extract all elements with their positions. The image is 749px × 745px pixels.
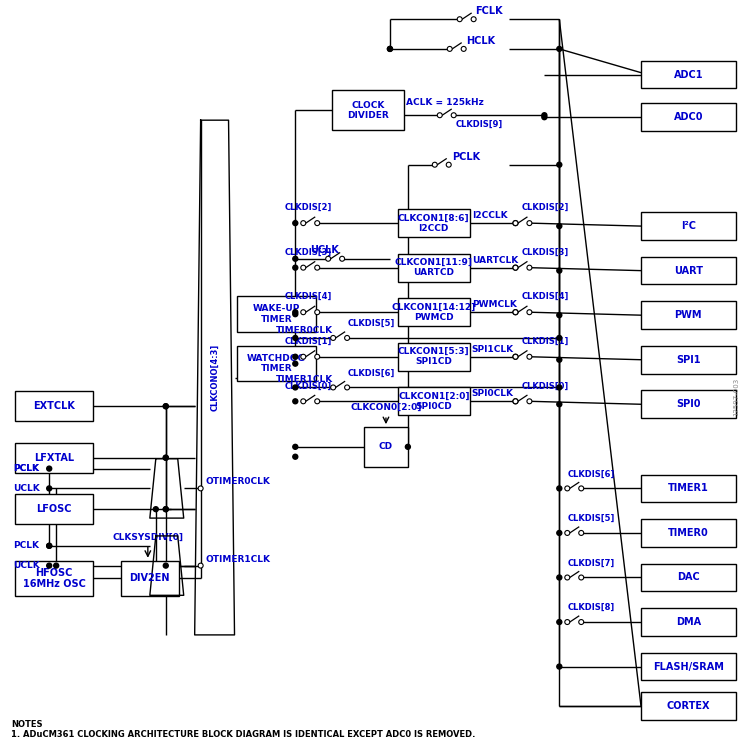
Circle shape: [326, 256, 330, 261]
Circle shape: [293, 454, 298, 459]
Circle shape: [198, 486, 203, 491]
Circle shape: [557, 575, 562, 580]
Circle shape: [527, 399, 532, 404]
Text: CLKDIS[5]: CLKDIS[5]: [348, 319, 395, 328]
Circle shape: [293, 399, 298, 404]
Circle shape: [565, 530, 570, 536]
Circle shape: [513, 265, 518, 270]
Circle shape: [432, 162, 437, 167]
Text: ADC0: ADC0: [673, 112, 703, 122]
Bar: [332, 90, 404, 130]
Text: UART: UART: [674, 266, 703, 276]
Text: SPI1CLK: SPI1CLK: [472, 345, 514, 354]
Bar: [641, 301, 736, 329]
Circle shape: [557, 46, 562, 51]
Circle shape: [542, 112, 547, 118]
Text: I2CCLK: I2CCLK: [472, 211, 507, 221]
Circle shape: [451, 112, 456, 118]
Circle shape: [293, 335, 298, 340]
Circle shape: [46, 543, 52, 548]
Circle shape: [315, 355, 320, 359]
Text: HCLK: HCLK: [466, 36, 495, 46]
Circle shape: [163, 404, 169, 409]
Text: UCLK: UCLK: [13, 561, 40, 570]
Text: DIV2EN: DIV2EN: [130, 574, 170, 583]
Circle shape: [557, 358, 562, 362]
Bar: [237, 297, 316, 332]
Text: CORTEX: CORTEX: [667, 701, 710, 711]
Text: CLKDIS[6]: CLKDIS[6]: [567, 469, 615, 478]
Text: CD: CD: [379, 443, 393, 451]
Text: PCLK: PCLK: [13, 464, 40, 473]
Text: TIMER1CLK: TIMER1CLK: [276, 375, 333, 384]
Circle shape: [557, 335, 562, 340]
Circle shape: [46, 543, 52, 548]
Text: PCLK: PCLK: [452, 152, 480, 162]
Bar: [641, 608, 736, 636]
Circle shape: [293, 444, 298, 449]
Circle shape: [315, 399, 320, 404]
Bar: [641, 564, 736, 592]
Text: CLKDIS[4]: CLKDIS[4]: [285, 292, 332, 301]
Circle shape: [513, 399, 518, 404]
Text: CLKCON1[14:12]
PWMCD: CLKCON1[14:12] PWMCD: [392, 302, 476, 322]
Circle shape: [301, 310, 306, 314]
Circle shape: [513, 221, 518, 226]
Circle shape: [513, 221, 518, 226]
Bar: [641, 61, 736, 89]
Circle shape: [163, 455, 169, 460]
Circle shape: [557, 620, 562, 624]
Circle shape: [579, 486, 583, 491]
Circle shape: [301, 355, 306, 359]
Circle shape: [557, 162, 562, 167]
Bar: [641, 212, 736, 240]
Bar: [15, 495, 93, 524]
Text: LFOSC: LFOSC: [37, 504, 72, 514]
Circle shape: [345, 385, 350, 390]
Bar: [641, 257, 736, 285]
Circle shape: [557, 530, 562, 536]
Text: CLKDIS[2]: CLKDIS[2]: [285, 203, 332, 212]
Circle shape: [387, 46, 392, 51]
Circle shape: [301, 221, 306, 226]
Bar: [641, 475, 736, 502]
Circle shape: [565, 575, 570, 580]
Text: CLKCON1[8:6]
I2CCD: CLKCON1[8:6] I2CCD: [398, 213, 470, 233]
Circle shape: [461, 46, 466, 51]
Circle shape: [557, 313, 562, 317]
Text: FLASH/SRAM: FLASH/SRAM: [653, 662, 724, 671]
Text: CLKDIS[1]: CLKDIS[1]: [521, 337, 568, 346]
Circle shape: [293, 310, 298, 314]
Text: TIMER0: TIMER0: [668, 528, 709, 538]
Bar: [237, 346, 316, 381]
Circle shape: [447, 46, 452, 51]
Circle shape: [387, 46, 392, 51]
Text: CLKDIS[4]: CLKDIS[4]: [521, 292, 568, 301]
Bar: [641, 390, 736, 418]
Circle shape: [163, 404, 169, 409]
Text: PCLK: PCLK: [13, 464, 40, 473]
Circle shape: [198, 563, 203, 568]
Text: LFXTAL: LFXTAL: [34, 453, 74, 463]
Circle shape: [527, 265, 532, 270]
Circle shape: [457, 16, 462, 22]
Circle shape: [315, 265, 320, 270]
Bar: [15, 391, 93, 421]
Bar: [398, 387, 470, 415]
Text: DMA: DMA: [676, 617, 701, 627]
Circle shape: [315, 310, 320, 314]
Circle shape: [437, 112, 442, 118]
Bar: [641, 104, 736, 131]
Circle shape: [345, 335, 350, 340]
Circle shape: [293, 361, 298, 366]
Text: PCLK: PCLK: [13, 542, 40, 551]
Circle shape: [293, 385, 298, 390]
Bar: [121, 561, 179, 596]
Text: CLKCON1[2:0]
SPI0CD: CLKCON1[2:0] SPI0CD: [398, 392, 470, 411]
Circle shape: [293, 256, 298, 261]
Text: CLKDIS[7]: CLKDIS[7]: [567, 559, 614, 568]
Circle shape: [330, 385, 336, 390]
Circle shape: [46, 466, 52, 471]
Text: CLKDIS[9]: CLKDIS[9]: [455, 120, 503, 129]
Text: CLKCON0[2:0]: CLKCON0[2:0]: [351, 403, 422, 412]
